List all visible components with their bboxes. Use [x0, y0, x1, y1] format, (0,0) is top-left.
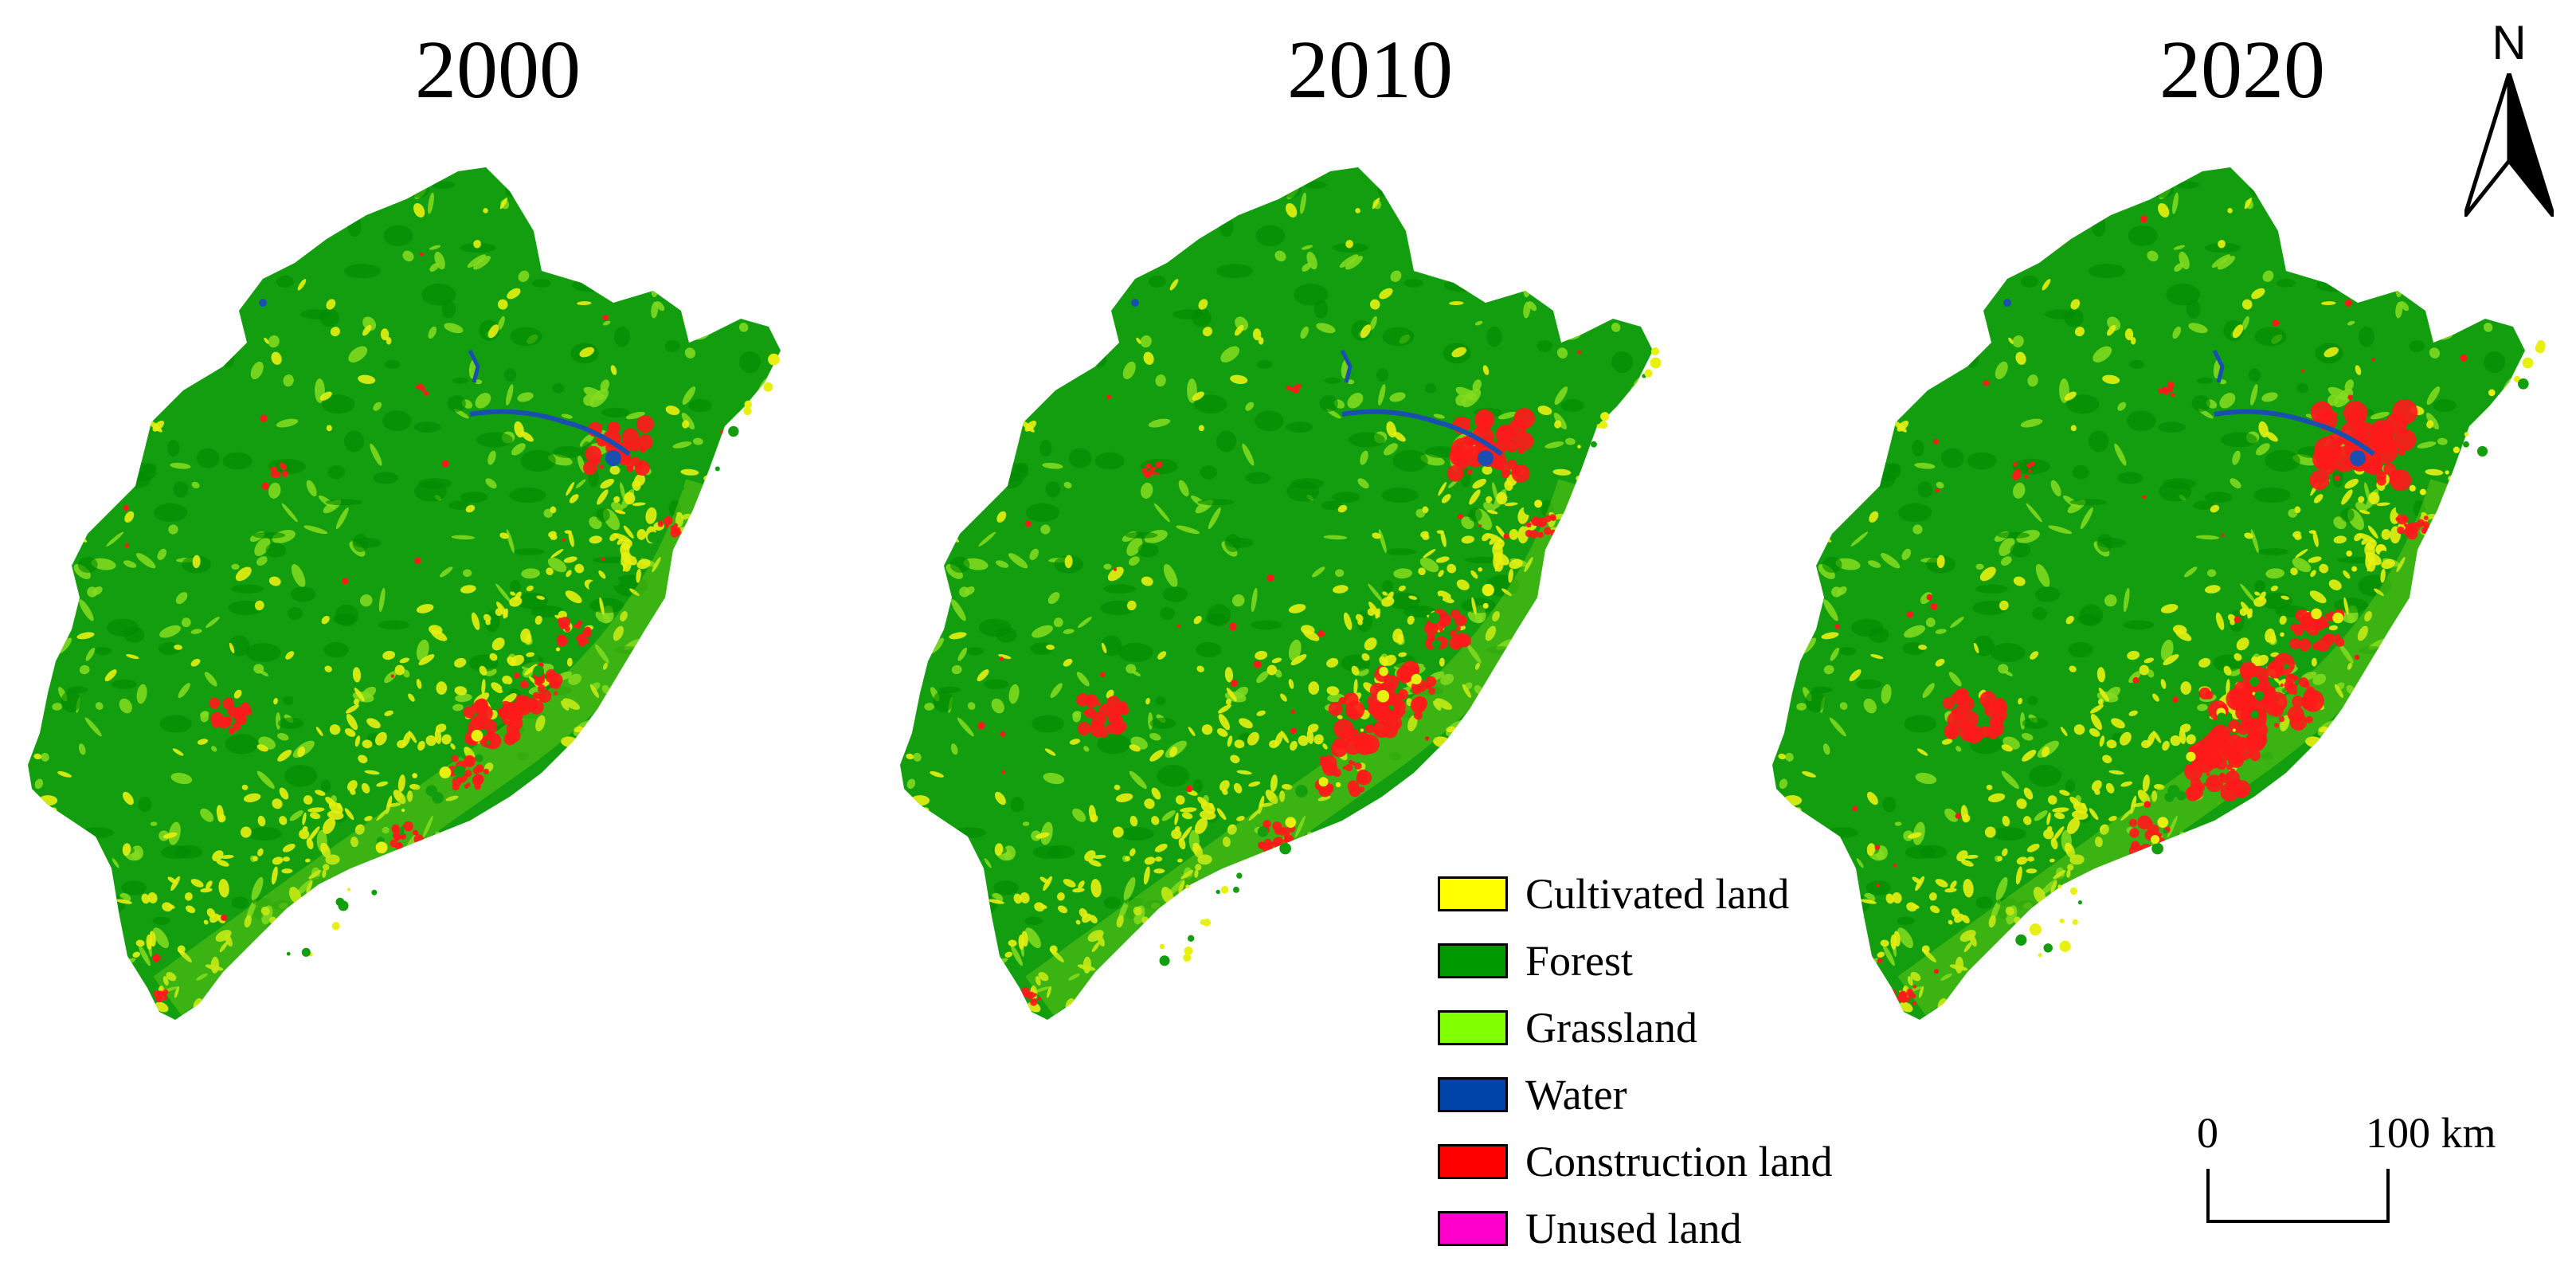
map-title-2010: 2010: [1287, 24, 1453, 116]
scale-bar: 0 100 km: [2175, 1111, 2557, 1231]
map-2020-svg: [1772, 167, 2546, 1020]
scale-bar-start-label: 0: [2197, 1109, 2218, 1157]
north-arrow-icon: [2464, 73, 2554, 217]
legend-label-forest: Forest: [1525, 937, 1633, 985]
legend-item-grassland: Grassland: [1438, 994, 1832, 1061]
legend-swatch-unused-land: [1438, 1211, 1508, 1246]
legend-label-grassland: Grassland: [1525, 1004, 1697, 1052]
legend-label-water: Water: [1525, 1071, 1627, 1119]
legend-item-water: Water: [1438, 1061, 1832, 1128]
map-2000-svg: [28, 167, 781, 1020]
scale-bar-end-label: 100 km: [2366, 1109, 2496, 1157]
land-use-map-2010: [896, 151, 1732, 1076]
legend-swatch-forest: [1438, 943, 1508, 978]
map-title-2020: 2020: [2159, 24, 2325, 116]
land-use-map-2000: [24, 151, 860, 1076]
legend-item-cultivated-land: Cultivated land: [1438, 860, 1832, 927]
north-arrow-label: N: [2492, 16, 2527, 69]
map-title-2000: 2000: [415, 24, 581, 116]
legend-item-construction-land: Construction land: [1438, 1128, 1832, 1195]
province-outline: [1772, 167, 2525, 1020]
legend-swatch-construction-land: [1438, 1144, 1508, 1179]
land-use-map-2020: [1768, 151, 2576, 1076]
legend: Cultivated land Forest Grassland Water C…: [1438, 860, 1832, 1262]
legend-label-unused-land: Unused land: [1525, 1205, 1742, 1252]
legend-swatch-water: [1438, 1077, 1508, 1112]
province-outline: [900, 167, 1653, 1020]
legend-swatch-cultivated-land: [1438, 876, 1508, 911]
legend-label-construction-land: Construction land: [1525, 1138, 1833, 1186]
legend-item-unused-land: Unused land: [1438, 1195, 1832, 1262]
legend-label-cultivated-land: Cultivated land: [1525, 870, 1790, 918]
legend-swatch-grassland: [1438, 1010, 1508, 1045]
map-2010-svg: [900, 167, 1662, 1020]
north-arrow: N: [2453, 19, 2565, 218]
scale-bar-line: [2206, 1169, 2390, 1223]
legend-item-forest: Forest: [1438, 927, 1832, 994]
province-outline: [28, 167, 781, 1020]
